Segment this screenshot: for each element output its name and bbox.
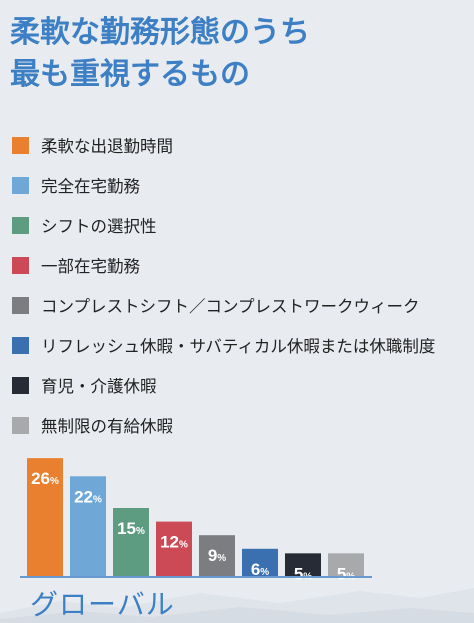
legend: 柔軟な出退勤時間 完全在宅勤務 シフトの選択性 一部在宅勤務コンプレストシフト／コンプ… (12, 125, 467, 445)
bar-value-label: 26% (31, 469, 59, 488)
legend-item: シフトの選択性 (12, 205, 467, 245)
legend-label: シフトの選択性 (41, 217, 157, 236)
legend-swatch (12, 376, 29, 394)
legend-item: 育児・介護休暇 (12, 365, 467, 405)
legend-item: 完全在宅勤務 (12, 165, 467, 205)
legend-item: コンプレストシフト／コンプレストワークウィーク (12, 285, 467, 325)
legend-swatch (12, 336, 29, 354)
x-axis-label: グローバル (30, 588, 175, 621)
legend-swatch (12, 136, 29, 154)
bar (328, 553, 364, 576)
chart-title: 柔軟な勤務形態のうち 最も重視するもの (10, 12, 465, 96)
bar (199, 535, 235, 576)
chart-title-line2: 最も重視するもの (10, 57, 250, 92)
legend-label: コンプレストシフト／コンプレストワークウィーク (41, 297, 420, 316)
legend-label: リフレッシュ休暇・サバティカル休暇または休職制度 (41, 337, 436, 356)
legend-item: 柔軟な出退勤時間 (12, 125, 467, 165)
bar (27, 458, 63, 576)
legend-label: 無制限の有給休暇 (41, 417, 173, 436)
legend-item: リフレッシュ休暇・サバティカル休暇または休職制度 (12, 325, 467, 365)
legend-label: 柔軟な出退勤時間 (41, 137, 173, 156)
legend-swatch (12, 216, 29, 234)
legend-label: 一部在宅勤務 (41, 257, 140, 276)
legend-label: 完全在宅勤務 (41, 177, 140, 196)
legend-item: 一部在宅勤務 (12, 245, 467, 285)
legend-swatch (12, 256, 29, 274)
legend-swatch (12, 296, 29, 314)
bar-chart: 26%22%15%12%9%6% 5% 5% (20, 458, 372, 583)
bar (113, 508, 149, 576)
chart-title-line1: 柔軟な勤務形態のうち (10, 15, 310, 50)
legend-label: 育児・介護休暇 (41, 377, 157, 396)
bar-value-label: 12% (160, 533, 188, 552)
legend-swatch (12, 416, 29, 434)
legend-item: 無制限の有給休暇 (12, 405, 467, 445)
background-mountain (0, 588, 474, 623)
bar (285, 553, 321, 576)
bar-value-label: 6% (251, 560, 269, 579)
bar-value-label: 9% (208, 546, 226, 565)
bar (70, 476, 106, 576)
bar-value-label: 15% (117, 519, 145, 538)
bar (156, 521, 192, 576)
bar (242, 548, 278, 576)
legend-swatch (12, 176, 29, 194)
bar-value-label: 22% (74, 487, 102, 506)
